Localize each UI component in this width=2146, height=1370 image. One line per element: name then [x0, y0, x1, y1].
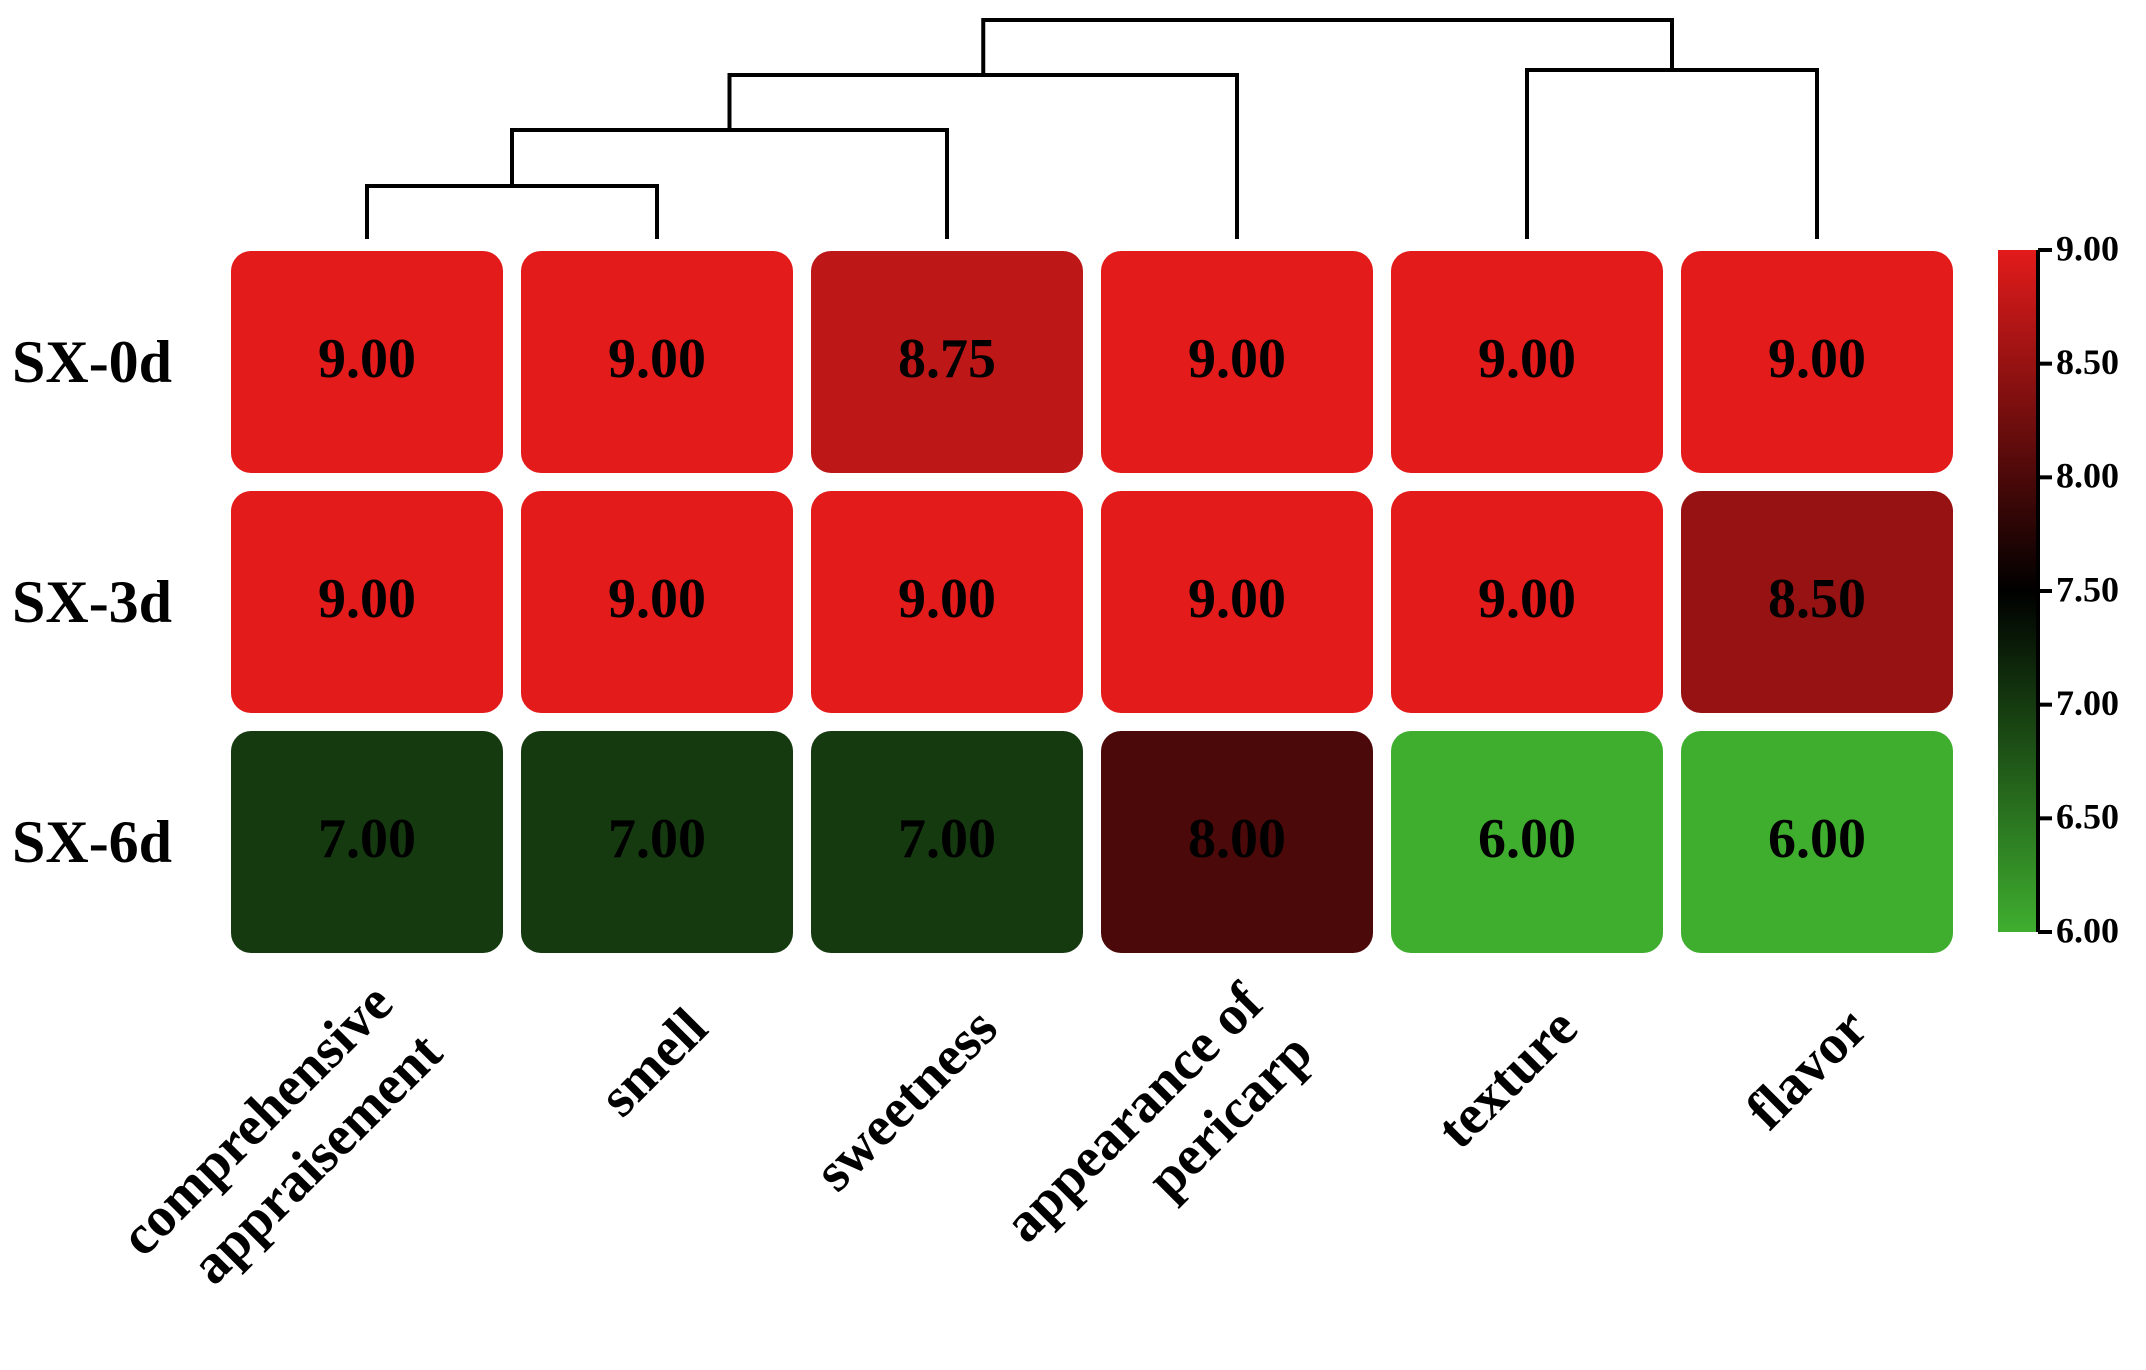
heatmap-cell: [811, 731, 1083, 953]
color-scale-tick-label: 8.00: [2056, 456, 2119, 496]
color-scale-bar: [1998, 250, 2038, 932]
heatmap-cells: 9.00 9.00 8.75 9.00 9.00 9.00 9.00 9.00 9.00 9.00…: [231, 251, 1953, 953]
color-scale-legend: 9.00 8.50 8.00 7.50 7.00 6.50 6.00: [1998, 228, 2119, 950]
cell-value-label: 8.75: [898, 328, 996, 390]
heatmap-cell: [1101, 251, 1373, 473]
heatmap-cell: [811, 491, 1083, 713]
column-label: smell: [588, 997, 720, 1129]
cell-value-label: 9.00: [1188, 328, 1286, 390]
row-label: SX-6d: [12, 809, 172, 875]
heatmap-cell: [1101, 731, 1373, 953]
column-dendrogram: [365, 18, 1819, 239]
column-label: sweetness: [803, 997, 1010, 1204]
cell-value-label: 6.00: [1478, 808, 1576, 870]
row-label: SX-0d: [12, 329, 172, 395]
column-label: texture: [1425, 997, 1589, 1161]
dendrogram-branch: [981, 18, 1674, 75]
heatmap-cell: [1391, 251, 1663, 473]
dendrogram-branch: [727, 73, 1239, 239]
column-label: flavor: [1734, 997, 1879, 1142]
cell-value-label: 9.00: [318, 328, 416, 390]
cell-value-label: 9.00: [318, 568, 416, 630]
heatmap-cell: [1681, 251, 1953, 473]
column-label-line: sweetness: [803, 997, 1010, 1204]
column-label-line: flavor: [1734, 997, 1879, 1142]
color-scale-tick-label: 7.00: [2056, 683, 2119, 723]
cell-value-label: 9.00: [1188, 568, 1286, 630]
dendrogram-branch: [365, 184, 659, 239]
cell-value-label: 8.00: [1188, 808, 1286, 870]
heatmap-cell: [811, 251, 1083, 473]
heatmap-cell: [1391, 491, 1663, 713]
column-label-line: smell: [588, 997, 720, 1129]
heatmap-cell: [231, 491, 503, 713]
heatmap-cell: [1101, 491, 1373, 713]
heatmap-cell: [231, 251, 503, 473]
heatmap-cell: [521, 491, 793, 713]
cell-value-label: 9.00: [608, 328, 706, 390]
cell-value-label: 6.00: [1768, 808, 1866, 870]
heatmap-cell: [1391, 731, 1663, 953]
cell-value-label: 7.00: [898, 808, 996, 870]
color-scale-tick-label: 6.00: [2056, 910, 2119, 950]
heatmap-cell: [521, 731, 793, 953]
dendrogram-branch: [1525, 68, 1819, 239]
row-labels: SX-0d SX-3d SX-6d: [12, 329, 172, 875]
color-scale-tick-label: 6.50: [2056, 797, 2119, 837]
cell-value-label: 8.50: [1768, 568, 1866, 630]
cell-value-label: 7.00: [608, 808, 706, 870]
cell-value-label: 9.00: [1478, 568, 1576, 630]
heatmap-cell: [521, 251, 793, 473]
color-scale-tick-label: 9.00: [2056, 228, 2119, 268]
heatmap-cell: [231, 731, 503, 953]
cell-value-label: 9.00: [1478, 328, 1576, 390]
cell-value-label: 9.00: [608, 568, 706, 630]
cell-value-label: 7.00: [318, 808, 416, 870]
column-label-line: texture: [1425, 997, 1589, 1161]
heatmap-cell: [1681, 731, 1953, 953]
heatmap-cell: [1681, 491, 1953, 713]
color-scale-tick-label: 8.50: [2056, 342, 2119, 382]
row-label: SX-3d: [12, 569, 172, 635]
cell-value-label: 9.00: [898, 568, 996, 630]
cell-value-label: 9.00: [1768, 328, 1866, 390]
color-scale-tick-label: 7.50: [2056, 569, 2119, 609]
